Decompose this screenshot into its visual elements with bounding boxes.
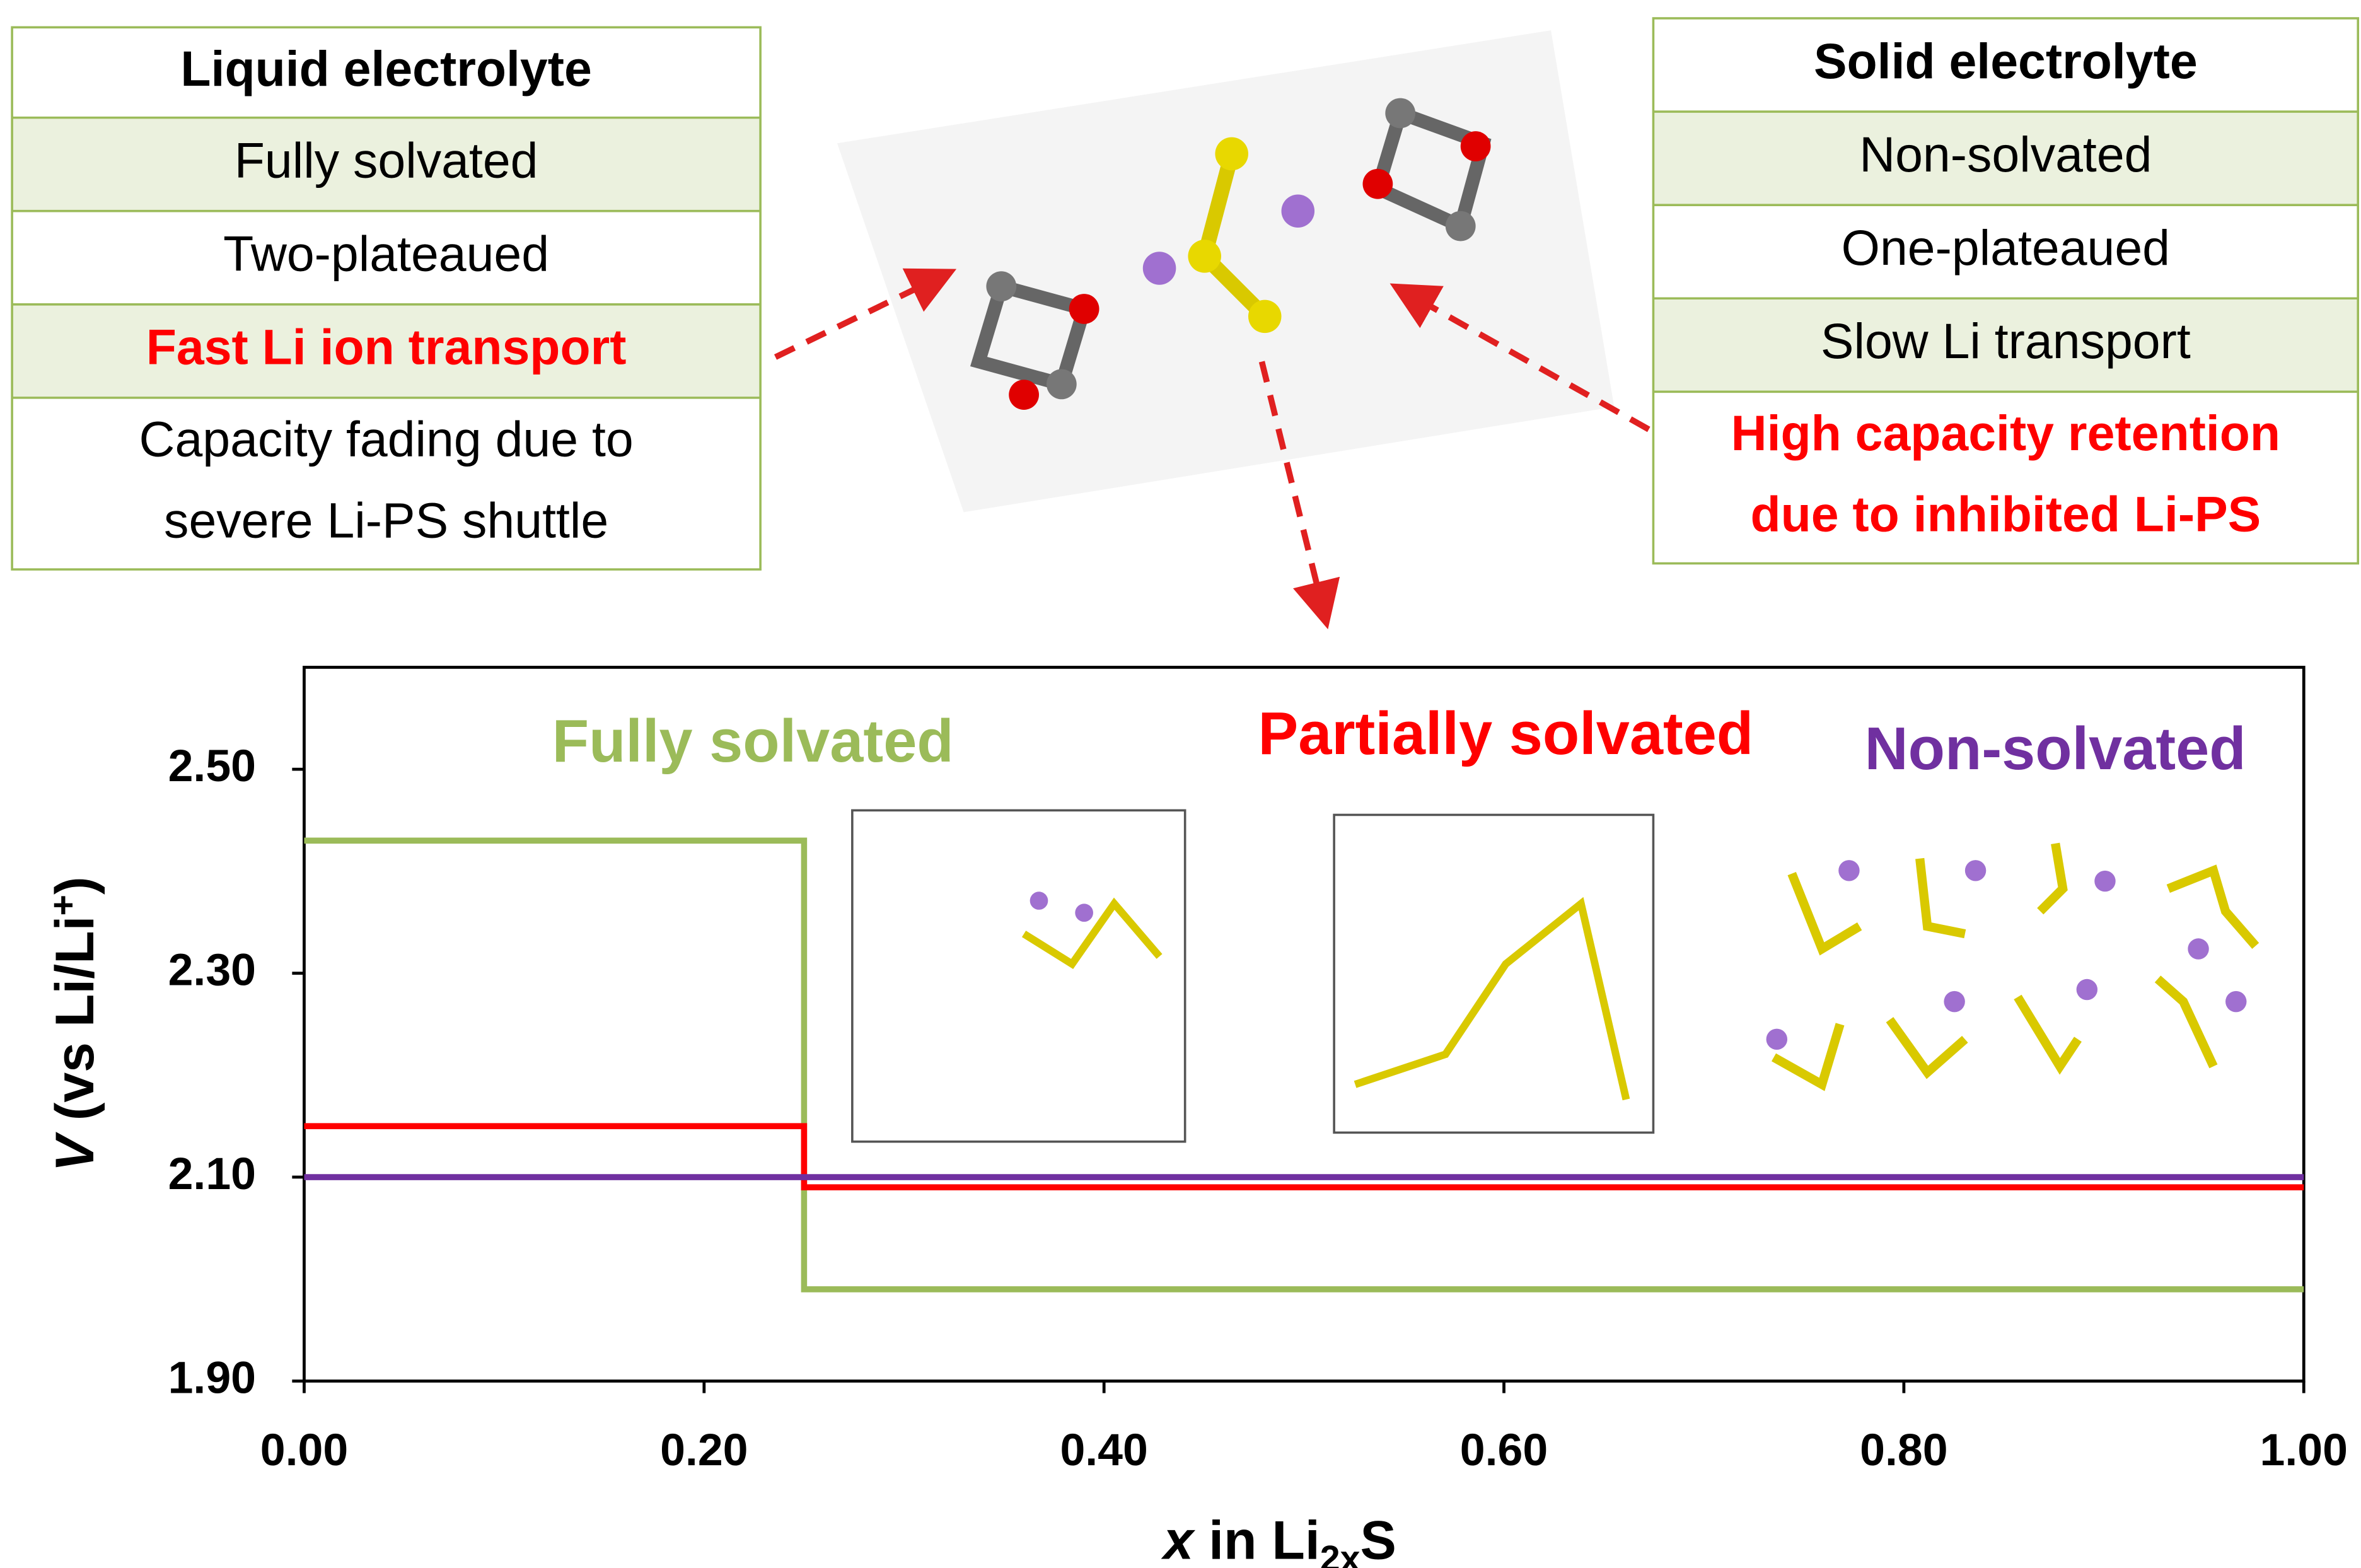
x-tick-label: 0.60	[1460, 1425, 1548, 1475]
label-part: in Li	[1193, 1510, 1320, 1568]
y-axis-label: V (vs Li/Li+)	[43, 876, 105, 1171]
y-tick-label: 1.90	[168, 1352, 256, 1403]
table-cell: Non-solvated	[1859, 127, 2152, 182]
x-tick-label: 0.40	[1060, 1425, 1147, 1475]
table-cell: Fast Li ion transport	[146, 320, 627, 375]
molecule-illustration	[837, 30, 1614, 512]
x-tick-label: 1.00	[2260, 1425, 2348, 1475]
series-line	[304, 840, 2304, 1289]
figure: Liquid electrolyte Fully solvated Two-plat…	[0, 0, 2361, 1568]
label-part: V	[45, 1132, 105, 1172]
table-cell: One-plateaued	[1842, 220, 2170, 276]
y-tick-label: 2.10	[168, 1149, 256, 1199]
table-cell: severe Li-PS shuttle	[164, 492, 608, 548]
label-part: S	[1360, 1510, 1396, 1568]
table-header: Liquid electrolyte	[180, 41, 591, 96]
table-cell: Fully solvated	[235, 132, 538, 188]
series-label: Non-solvated	[1865, 716, 2246, 782]
table-header: Solid electrolyte	[1814, 33, 2198, 89]
label-part: +	[43, 895, 83, 915]
label-part: )	[45, 876, 105, 895]
table-border	[12, 27, 760, 569]
table-border	[1653, 18, 2358, 564]
table-cell: High capacity retention	[1731, 405, 2280, 461]
x-axis-label: x in Li2xS	[1161, 1510, 1396, 1568]
series-label: Fully solvated	[552, 708, 954, 775]
y-tick-label: 2.30	[168, 945, 256, 996]
table-cell: Capacity fading due to	[139, 411, 634, 467]
y-tick-label: 2.50	[168, 741, 256, 791]
x-tick-label: 0.20	[660, 1425, 748, 1475]
x-tick-label: 0.80	[1860, 1425, 1947, 1475]
series-label: Partially solvated	[1258, 700, 1754, 767]
structure-insets	[852, 810, 2256, 1141]
label-part: x	[1161, 1510, 1195, 1568]
label-part: (vs Li/Li	[45, 915, 105, 1135]
label-part: 2x	[1320, 1538, 1360, 1568]
table-cell: Two-plateaued	[223, 226, 549, 282]
x-tick-label: 0.00	[260, 1425, 348, 1475]
table-cell: Slow Li transport	[1821, 313, 2191, 369]
table-cell: due to inhibited Li-PS	[1750, 487, 2261, 542]
